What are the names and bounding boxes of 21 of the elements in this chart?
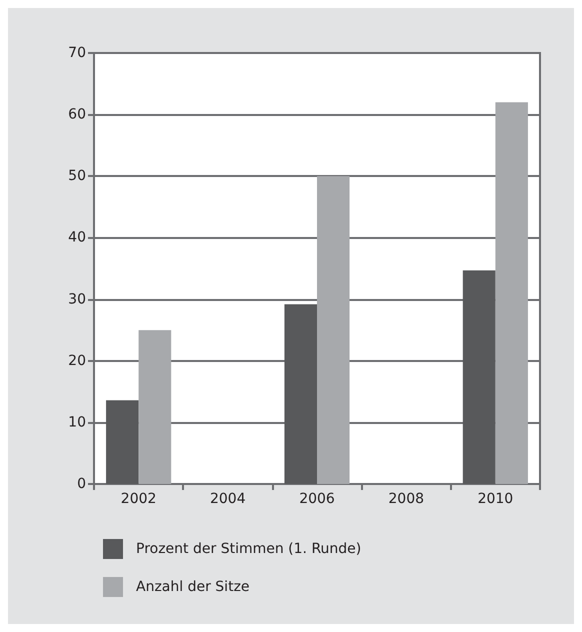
- y-tick-label: 20: [68, 352, 86, 369]
- x-tick-label: 2010: [478, 491, 514, 507]
- y-tick-label: 0: [77, 476, 86, 492]
- y-tick-label: 40: [68, 230, 86, 246]
- legend-label: Anzahl der Sitze: [136, 579, 250, 595]
- y-tick-label: 30: [68, 291, 86, 308]
- legend-label: Prozent der Stimmen (1. Runde): [136, 541, 362, 557]
- bar: [138, 330, 172, 484]
- x-tick-label: 2002: [120, 491, 156, 507]
- bar: [462, 270, 496, 484]
- x-tick-label: 2008: [388, 491, 424, 507]
- bar: [317, 176, 350, 484]
- y-tick-label: 60: [68, 106, 86, 123]
- bar: [284, 304, 317, 484]
- y-tick-label: 70: [68, 45, 86, 61]
- bar: [106, 400, 139, 484]
- x-tick-label: 2006: [299, 491, 335, 507]
- bar: [495, 102, 528, 484]
- y-tick-label: 10: [68, 414, 86, 430]
- y-tick-label: 50: [68, 168, 86, 184]
- x-tick-label: 2004: [210, 491, 246, 507]
